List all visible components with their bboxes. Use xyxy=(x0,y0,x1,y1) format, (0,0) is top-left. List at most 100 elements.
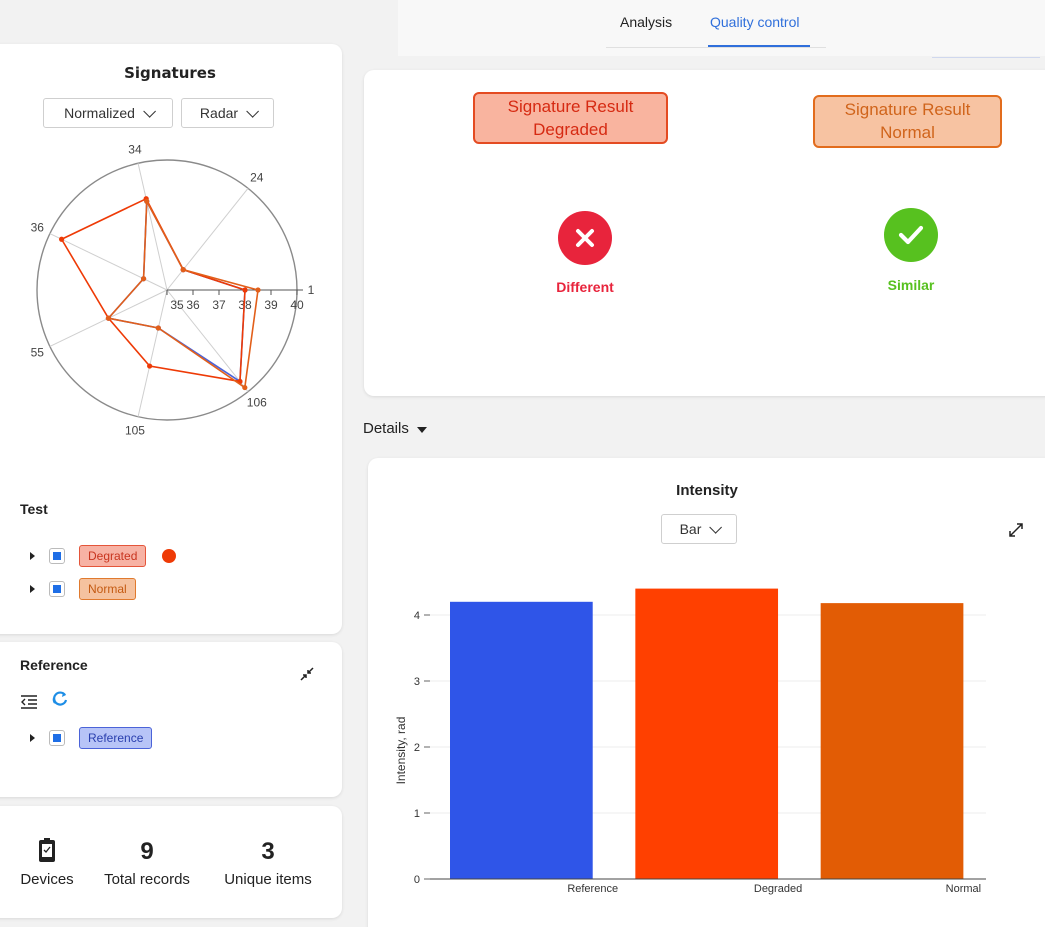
test-item-normal[interactable]: Normal xyxy=(30,578,136,600)
radar-series-normal xyxy=(106,198,259,389)
radar-point xyxy=(242,384,248,391)
refresh-icon[interactable] xyxy=(51,690,69,708)
expand-caret-icon[interactable] xyxy=(30,552,35,560)
radar-point xyxy=(255,287,261,293)
degraded-color-dot xyxy=(162,549,177,563)
close-icon xyxy=(576,229,594,247)
chart-type-dropdown-value: Radar xyxy=(199,105,239,121)
bar-degraded xyxy=(635,588,779,879)
radar-angular-label: 106 xyxy=(247,396,267,410)
x-tick-label: Degraded xyxy=(754,883,802,895)
caret-down-icon xyxy=(416,427,427,433)
normalization-dropdown[interactable]: Normalized xyxy=(43,98,173,128)
result-degraded-box: Signature Result Degraded xyxy=(473,92,668,144)
radar-radial-tick-label: 35 xyxy=(170,298,184,312)
y-tick-label: 2 xyxy=(414,742,420,754)
devices-label: Devices xyxy=(20,871,74,888)
y-tick-label: 1 xyxy=(414,808,420,820)
radar-spoke xyxy=(166,289,249,392)
result-normal-box: Signature Result Normal xyxy=(813,95,1002,148)
reference-section-title: Reference xyxy=(20,657,88,673)
radar-radial-tick-label: 39 xyxy=(264,298,278,312)
test-item-degraded[interactable]: Degrated xyxy=(30,545,177,567)
chart-type-dropdown[interactable]: Radar xyxy=(181,98,274,128)
radar-point xyxy=(242,287,248,293)
chevron-down-icon xyxy=(143,104,156,118)
header-divider xyxy=(932,57,1040,58)
intensity-chart-type-dropdown[interactable]: Bar xyxy=(661,514,737,544)
radar-point xyxy=(180,267,186,273)
x-tick-label: Reference xyxy=(567,883,618,895)
radar-spoke xyxy=(137,163,168,291)
radar-angular-label: 24 xyxy=(250,170,264,184)
similar-label: Similar xyxy=(887,277,935,293)
top-tab-bar: Analysis Quality control xyxy=(398,0,1045,56)
signatures-card xyxy=(0,44,342,634)
radar-angular-label: 34 xyxy=(128,143,142,157)
result-degraded-line1: Signature Result xyxy=(507,97,634,116)
intensity-dropdown-value: Bar xyxy=(679,521,702,537)
radar-point xyxy=(155,325,161,331)
radar-radial-tick-label: 40 xyxy=(290,298,304,312)
bar-normal xyxy=(820,603,964,879)
stats-card xyxy=(0,806,342,918)
y-tick-label: 4 xyxy=(414,610,420,622)
radar-point xyxy=(147,363,153,369)
tab-quality-control[interactable]: Quality control xyxy=(710,14,800,30)
chevron-down-icon xyxy=(246,104,260,118)
active-tab-indicator xyxy=(708,45,810,47)
radar-spoke xyxy=(166,188,249,291)
result-degraded-line2: Degraded xyxy=(533,120,608,139)
normal-tag: Normal xyxy=(79,578,136,600)
device-icon xyxy=(39,838,55,862)
x-tick-label: Normal xyxy=(946,883,981,895)
radar-spoke xyxy=(49,233,168,291)
degraded-tag: Degrated xyxy=(79,545,147,567)
check-icon xyxy=(898,225,924,245)
radar-spoke xyxy=(137,289,168,417)
bar-reference xyxy=(450,601,593,879)
radar-angular-label: 55 xyxy=(31,345,45,359)
total-records-label: Total records xyxy=(104,871,190,888)
tab-divider xyxy=(606,47,826,48)
indent-list-icon[interactable] xyxy=(20,694,38,710)
different-status-icon xyxy=(558,211,612,265)
radar-radial-tick-label: 37 xyxy=(212,298,226,312)
normal-checkbox[interactable] xyxy=(49,581,65,597)
details-toggle[interactable]: Details xyxy=(363,420,427,437)
radar-point xyxy=(105,315,112,321)
test-section-title: Test xyxy=(20,501,48,517)
intensity-bar-chart: 0 1 2 3 4 Intensity, rad Reference Degraded Norm… xyxy=(394,588,986,895)
y-axis-label: Intensity, rad xyxy=(394,717,408,785)
different-label: Different xyxy=(556,279,614,295)
reference-item[interactable]: Reference xyxy=(30,727,153,749)
radar-radial-tick-label: 38 xyxy=(238,298,252,312)
result-normal-line2: Normal xyxy=(880,123,935,142)
expand-caret-icon[interactable] xyxy=(30,734,35,742)
intensity-title: Intensity xyxy=(676,482,738,499)
reference-checkbox[interactable] xyxy=(49,730,65,746)
unique-items-label: Unique items xyxy=(224,871,312,888)
reference-tag: Reference xyxy=(79,727,153,749)
radar-point xyxy=(58,236,65,242)
radar-point xyxy=(140,276,147,282)
tab-analysis[interactable]: Analysis xyxy=(620,14,673,30)
radar-point xyxy=(144,198,150,204)
reference-card xyxy=(0,642,342,797)
details-label: Details xyxy=(363,420,409,437)
expand-icon[interactable] xyxy=(1008,522,1024,538)
degraded-checkbox[interactable] xyxy=(49,548,65,564)
result-normal-line1: Signature Result xyxy=(844,100,971,119)
radar-radial-tick-label: 36 xyxy=(186,298,200,312)
total-records-value: 9 xyxy=(140,838,154,865)
collapse-icon[interactable] xyxy=(299,666,315,682)
similar-status-icon xyxy=(884,208,938,262)
radar-angular-label: 1 xyxy=(308,283,315,297)
radar-angular-label: 105 xyxy=(125,423,145,437)
y-tick-label: 3 xyxy=(414,676,420,688)
unique-items-value: 3 xyxy=(261,838,275,865)
signatures-title: Signatures xyxy=(124,64,216,82)
y-tick-label: 0 xyxy=(414,874,420,886)
expand-caret-icon[interactable] xyxy=(30,585,35,593)
